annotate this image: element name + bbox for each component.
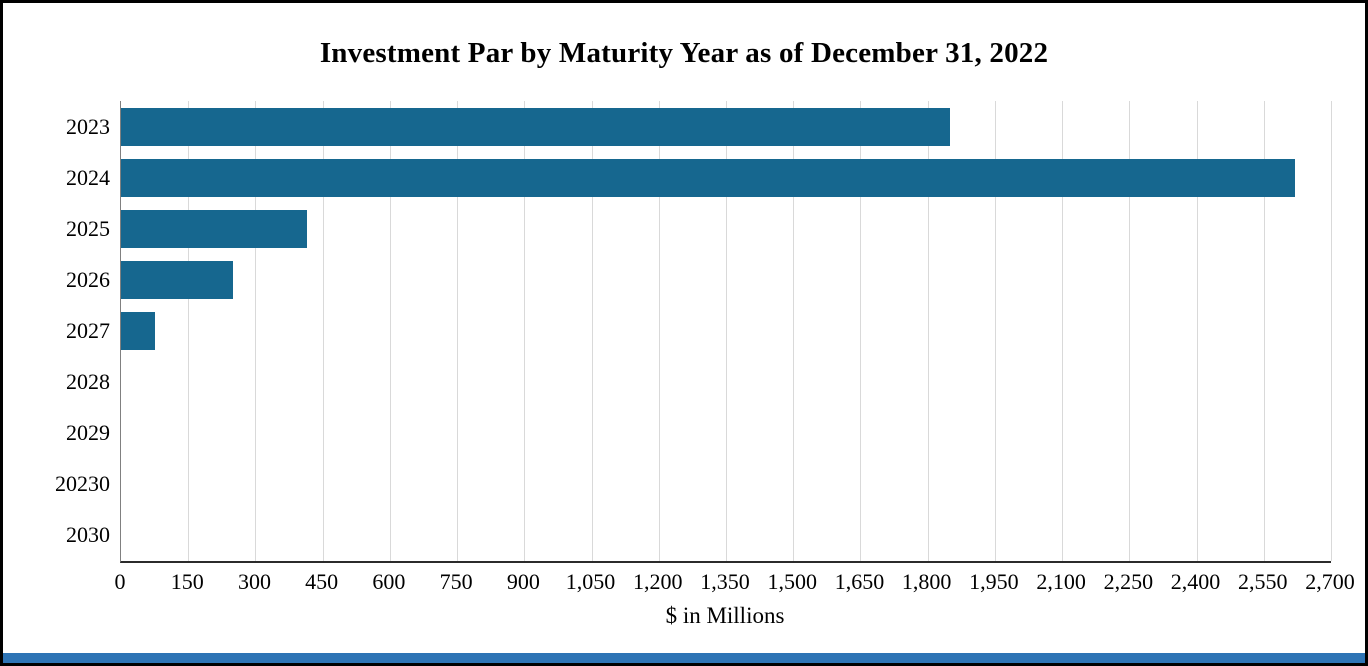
gridline: [927, 101, 929, 561]
x-axis-tick-label: 900: [506, 569, 540, 594]
bar-2023: [121, 107, 951, 146]
x-axis-tick-label: 2,400: [1170, 569, 1221, 594]
bottom-accent-bar: [3, 653, 1365, 663]
x-axis-tick-label: 2,700: [1305, 569, 1355, 594]
bar-2026: [121, 260, 234, 299]
x-axis-tick-label: 1,500: [767, 569, 817, 594]
x-axis-tick-label: 2,250: [1103, 569, 1154, 594]
gridline: [726, 101, 727, 561]
gridline: [322, 101, 324, 561]
x-axis-tick-label: 2,100: [1036, 569, 1086, 594]
gridline: [793, 101, 795, 561]
chart-title: Investment Par by Maturity Year as of De…: [319, 37, 1049, 69]
x-axis-tick-label: 750: [439, 569, 473, 594]
y-axis-label: 2030: [66, 522, 110, 548]
x-axis-tick-labels: 0 150 300 450 600 750 900 1,050 1,200 1,350 1,500 1…: [115, 569, 1355, 597]
y-axis-labels: 2023 2024 2025 2026 2027 2028 2029 20230 2030: [3, 101, 110, 561]
y-axis-label: 2027: [66, 318, 110, 343]
x-axis-tick-label: 300: [237, 569, 271, 594]
y-axis-label: 2028: [66, 369, 110, 395]
y-axis-label: 2025: [66, 215, 110, 241]
x-axis-tick-label: 1,350: [700, 569, 750, 594]
x-axis-tick-label: 1,950: [969, 569, 1019, 594]
x-axis-tick-label: 150: [170, 569, 204, 594]
gridline: [255, 101, 257, 561]
x-axis-tick-label: 0: [114, 569, 126, 594]
gridline: [1196, 101, 1198, 561]
gridline: [994, 101, 996, 561]
x-axis-tick-label: 1,050: [565, 569, 616, 594]
gridline: [524, 101, 526, 561]
x-axis-title: $ in Millions: [665, 603, 785, 628]
gridline: [1129, 101, 1131, 561]
gridline: [1263, 101, 1265, 561]
gridline: [1062, 101, 1064, 561]
bar-2025: [121, 209, 307, 248]
x-axis-tick-label: 1,650: [834, 569, 885, 594]
y-axis-label: 2029: [66, 420, 110, 446]
y-axis-label: 2024: [66, 164, 110, 190]
y-axis-label: 20230: [55, 471, 110, 497]
bar-2024: [121, 158, 1296, 197]
gridline: [389, 101, 391, 561]
gridline: [188, 101, 190, 561]
y-axis-label: 2026: [66, 266, 110, 292]
x-axis-tick-label: 600: [372, 569, 406, 594]
y-axis-label: 2023: [66, 113, 110, 139]
x-axis-tick-label: 1,800: [901, 569, 952, 594]
gridline: [591, 101, 593, 561]
plot-area: [120, 101, 1332, 563]
bar-2027: [121, 312, 155, 350]
x-axis-tick-label: 1,200: [633, 569, 683, 594]
gridline: [860, 101, 862, 561]
gridline: [457, 101, 459, 561]
gridline: [658, 101, 660, 561]
x-axis-tick-label: 2,550: [1238, 569, 1288, 594]
x-axis-tick-label: 450: [305, 569, 339, 594]
gridline: [1331, 101, 1332, 561]
